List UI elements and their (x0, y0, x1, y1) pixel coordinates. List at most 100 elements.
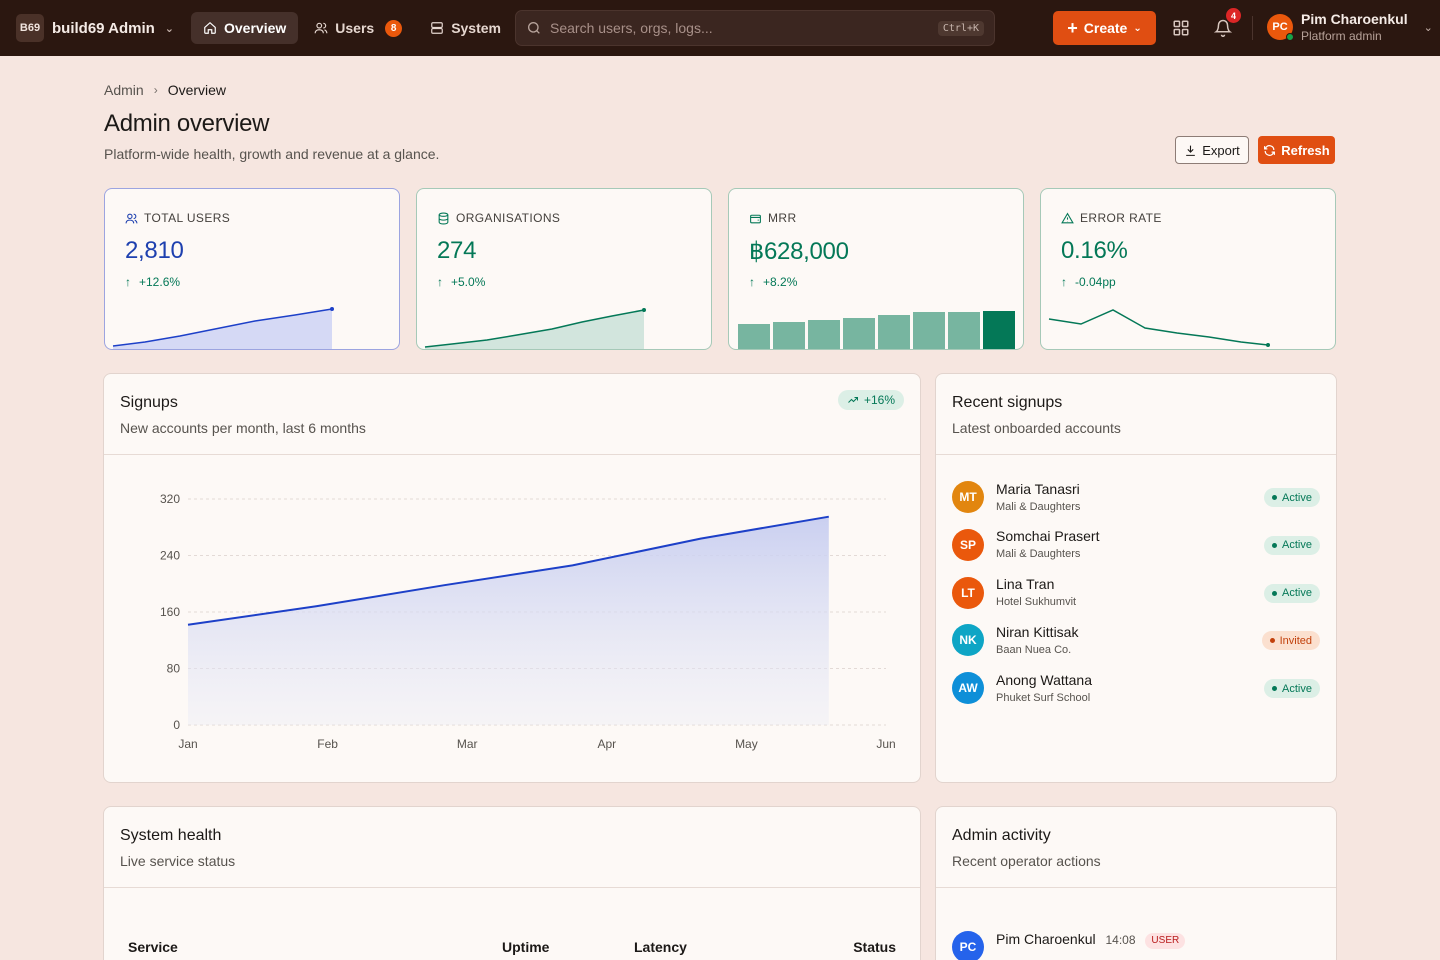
column-header-latency[interactable]: Latency (634, 939, 687, 955)
search-input[interactable] (550, 20, 930, 36)
user-menu[interactable]: PC Pim Charoenkul Platform admin ⌄ (1267, 10, 1433, 44)
database-icon (438, 212, 449, 224)
page-subtitle: Platform-wide health, growth and revenue… (104, 146, 440, 162)
panel-title: Admin activity (952, 827, 1051, 844)
breadcrumb-admin[interactable]: Admin (104, 82, 144, 98)
signup-row[interactable]: NK Niran Kittisak Baan Nuea Co. Invited (952, 623, 1320, 657)
page-title: Admin overview (104, 110, 270, 137)
refresh-label: Refresh (1281, 142, 1330, 158)
x-tick-label: May (735, 737, 758, 751)
signup-org: Baan Nuea Co. (996, 643, 1072, 656)
x-tick-label: Mar (457, 737, 478, 751)
stat-value: 274 (437, 237, 477, 264)
status-dot (1269, 638, 1275, 644)
stat-value: 2,810 (125, 237, 184, 264)
stat-delta: +12.6% (139, 275, 181, 289)
create-button[interactable]: + Create ⌄ (1053, 11, 1156, 45)
activity-time: 14:08 (1105, 933, 1136, 947)
panel-title: Signups (120, 394, 178, 411)
arrow-up-icon: ↑ (437, 275, 443, 289)
stat-card-mrr[interactable]: MRR ฿628,000 ↑ +8.2% (728, 188, 1024, 350)
global-search[interactable]: Ctrl+K (515, 10, 995, 46)
signup-row[interactable]: MT Maria Tanasri Mali & Daughters Active (952, 480, 1320, 514)
avatar: PC (952, 931, 984, 960)
x-tick-label: Apr (597, 737, 616, 751)
stat-label: ORGANISATIONS (456, 211, 561, 225)
panel-subtitle: New accounts per month, last 6 months (120, 420, 366, 436)
activity-tag: USER (1145, 933, 1186, 949)
nav-users[interactable]: Users 8 (302, 12, 414, 44)
stat-delta: +5.0% (451, 275, 486, 289)
signup-name: Niran Kittisak (996, 623, 1079, 640)
status-label: Active (1282, 491, 1312, 504)
signup-name: Maria Tanasri (996, 480, 1080, 497)
signups-area (188, 516, 829, 725)
stat-label: MRR (768, 211, 797, 225)
status-label: Active (1282, 587, 1312, 600)
x-tick-label: Jun (876, 737, 895, 751)
export-label: Export (1202, 142, 1240, 158)
panel-title: System health (120, 827, 222, 844)
trending-up-icon (848, 397, 858, 403)
x-tick-label: Feb (317, 737, 338, 751)
refresh-button[interactable]: Refresh (1258, 136, 1335, 164)
signup-org: Mali & Daughters (996, 500, 1081, 513)
column-header-status[interactable]: Status (853, 939, 896, 955)
status-label: Invited (1279, 634, 1312, 647)
avatar: AW (952, 672, 984, 705)
nav-system[interactable]: System (418, 12, 513, 44)
stat-card-error-rate[interactable]: ERROR RATE 0.16% ↑ -0.04pp (1040, 188, 1336, 350)
y-tick-label: 160 (160, 605, 180, 619)
stat-card-total-users[interactable]: TOTAL USERS 2,810 ↑ +12.6% (104, 188, 400, 350)
stat-label: ERROR RATE (1080, 211, 1162, 225)
signup-row[interactable]: SP Somchai Prasert Mali & Daughters Active (952, 528, 1320, 562)
notifications-button[interactable]: 4 (1211, 8, 1241, 40)
nav-label: Overview (224, 20, 287, 36)
x-tick-label: Jan (178, 737, 197, 751)
users-sparkline (112, 307, 334, 349)
activity-actor: Pim Charoenkul (996, 931, 1096, 947)
search-shortcut: Ctrl+K (937, 20, 984, 36)
y-tick-label: 80 (167, 662, 181, 676)
activity-item[interactable]: PC Pim Charoenkul 14:08 USER (952, 931, 1186, 960)
app-switcher[interactable]: B69 build69 Admin ⌄ (16, 14, 174, 42)
error-rate-sparkline (1048, 309, 1270, 347)
nav-overview[interactable]: Overview (191, 12, 299, 44)
status-badge: Active (1264, 679, 1320, 699)
stat-value: 0.16% (1061, 237, 1128, 264)
apps-button[interactable] (1169, 16, 1193, 40)
nav-label: Users (335, 20, 375, 36)
signup-row[interactable]: LT Lina Tran Hotel Sukhumvit Active (952, 576, 1320, 610)
server-icon (431, 22, 444, 34)
export-button[interactable]: Export (1175, 136, 1249, 164)
signup-org: Phuket Surf School (996, 691, 1091, 704)
status-badge: Active (1264, 583, 1320, 603)
status-dot (1272, 542, 1278, 548)
main-nav: Overview Users 8 System (191, 12, 513, 44)
column-header-service[interactable]: Service (128, 939, 178, 955)
stat-delta: +8.2% (763, 275, 798, 289)
bell-icon (1214, 19, 1232, 37)
admin-activity-panel: Admin activity Recent operator actions P… (935, 806, 1337, 960)
signup-row[interactable]: AW Anong Wattana Phuket Surf School Active (952, 671, 1320, 705)
y-tick-label: 0 (173, 718, 180, 732)
avatar: MT (952, 481, 984, 513)
chevron-down-icon: ⌄ (164, 22, 174, 35)
signups-panel: Signups New accounts per month, last 6 m… (103, 373, 921, 783)
arrow-up-icon: ↑ (1061, 275, 1067, 289)
divider (1252, 16, 1253, 40)
chevron-right-icon: › (153, 83, 158, 97)
trend-badge: +16% (837, 390, 904, 410)
create-label: Create (1083, 20, 1128, 36)
users-count-badge: 8 (385, 19, 403, 37)
alert-triangle-icon (1061, 212, 1074, 223)
refresh-icon (1264, 144, 1276, 156)
panel-subtitle: Recent operator actions (952, 853, 1101, 869)
stat-card-organisations[interactable]: ORGANISATIONS 274 ↑ +5.0% (416, 188, 712, 350)
column-header-uptime[interactable]: Uptime (502, 939, 550, 955)
status-badge: Active (1264, 488, 1320, 507)
users-icon (125, 213, 138, 223)
arrow-up-icon: ↑ (125, 275, 131, 289)
plus-icon: + (1067, 18, 1078, 38)
avatar: SP (952, 528, 984, 561)
